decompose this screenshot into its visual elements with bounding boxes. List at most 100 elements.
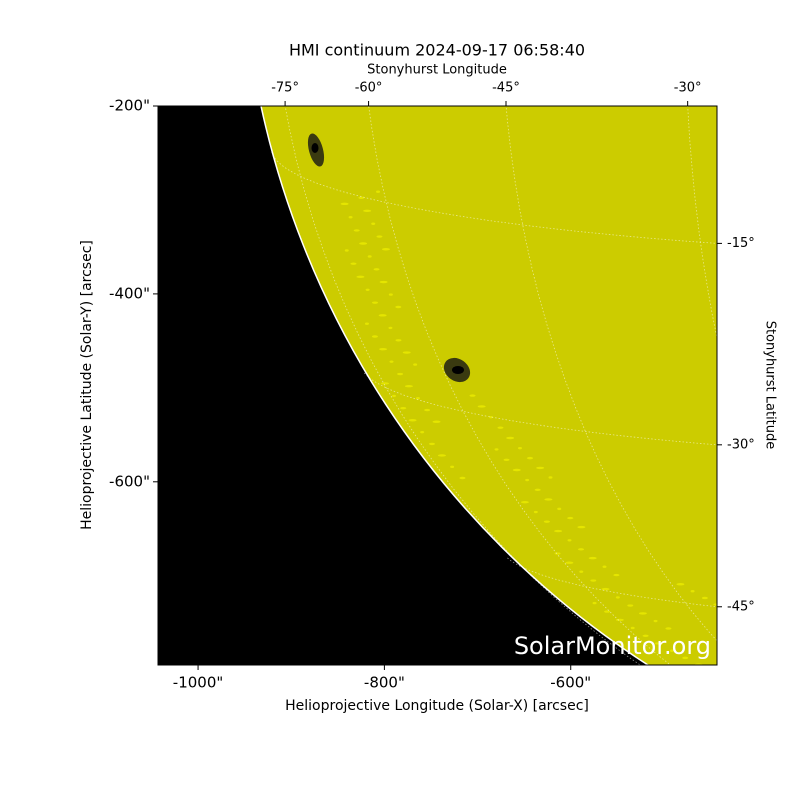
y-tick-label: -200" xyxy=(109,97,150,115)
plage xyxy=(374,268,380,270)
plage xyxy=(710,670,714,672)
plage xyxy=(356,276,364,278)
plage xyxy=(389,360,393,362)
grid-line xyxy=(699,702,800,745)
right-tick-label: -45° xyxy=(727,599,755,614)
sunspot-umbra xyxy=(312,143,319,153)
plage xyxy=(554,530,562,532)
plage xyxy=(368,255,372,257)
plage xyxy=(548,476,552,478)
plage xyxy=(429,443,435,445)
plage xyxy=(745,637,749,639)
plage xyxy=(424,409,430,411)
plage xyxy=(392,395,396,397)
plage xyxy=(593,602,597,604)
plage xyxy=(518,447,522,449)
plage xyxy=(513,469,521,471)
plage xyxy=(376,235,382,237)
plage xyxy=(497,426,503,428)
plage xyxy=(363,210,371,212)
plage xyxy=(544,520,550,522)
plage xyxy=(379,348,387,350)
plage xyxy=(350,263,356,265)
plage xyxy=(602,588,610,590)
plage xyxy=(796,659,800,661)
chart-title: HMI continuum 2024-09-17 06:58:40 xyxy=(289,41,585,60)
plage xyxy=(776,670,782,672)
plage xyxy=(769,649,777,651)
plage xyxy=(578,548,584,550)
plage xyxy=(504,459,510,461)
plage xyxy=(409,419,417,421)
y-axis-label: Helioprojective Latitude (Solar-Y) [arcs… xyxy=(79,240,95,530)
plage xyxy=(382,248,390,250)
top-tick-label: -75° xyxy=(271,81,299,96)
plage xyxy=(359,242,367,244)
plage xyxy=(589,557,597,559)
plage xyxy=(536,467,544,469)
plage xyxy=(665,627,671,629)
sunspot-umbra xyxy=(452,366,464,374)
plage xyxy=(405,385,413,387)
plage xyxy=(639,612,647,614)
plage xyxy=(567,539,571,541)
plage xyxy=(616,596,620,598)
plage xyxy=(756,710,764,712)
plage xyxy=(590,579,596,581)
plage xyxy=(450,466,454,468)
plage xyxy=(579,571,583,573)
top-tick-label: -45° xyxy=(492,81,520,96)
plage xyxy=(701,686,707,688)
plage xyxy=(757,643,763,645)
plage xyxy=(534,511,538,513)
right-axis-label: Stonyhurst Latitude xyxy=(763,321,778,450)
plage xyxy=(654,620,658,622)
y-tick-label: -600" xyxy=(109,472,150,490)
plage xyxy=(341,203,349,205)
plage xyxy=(478,405,486,407)
image-area xyxy=(158,0,800,800)
plage xyxy=(743,705,749,707)
plage xyxy=(403,351,411,353)
plage xyxy=(349,216,353,218)
plage xyxy=(631,627,635,629)
plage xyxy=(420,431,424,433)
top-tick-label: -60° xyxy=(355,81,383,96)
plage xyxy=(702,597,708,599)
plage xyxy=(544,498,552,500)
plage xyxy=(380,281,388,283)
top-axis-label: Stonyhurst Longitude xyxy=(367,63,507,78)
plage xyxy=(784,654,788,656)
plage xyxy=(565,562,573,564)
plage xyxy=(691,590,695,592)
y-tick-label: -400" xyxy=(109,284,150,302)
x-tick-label: -600" xyxy=(550,674,591,692)
plage xyxy=(379,314,387,316)
plage xyxy=(389,293,393,295)
plage xyxy=(354,229,360,231)
plage xyxy=(495,448,499,450)
plage xyxy=(577,526,585,528)
plage xyxy=(395,306,401,308)
plage xyxy=(459,477,465,479)
plage xyxy=(788,675,796,677)
right-tick-label: -15° xyxy=(727,236,755,251)
plage xyxy=(527,457,533,459)
plage xyxy=(603,566,607,568)
x-axis-label: Helioprojective Longitude (Solar-X) [arc… xyxy=(285,698,589,714)
plage xyxy=(525,479,529,481)
plage xyxy=(416,397,420,399)
plage xyxy=(376,190,380,192)
watermark: SolarMonitor.org xyxy=(514,632,711,660)
plage xyxy=(372,335,378,337)
plage xyxy=(730,631,738,633)
plage xyxy=(395,339,401,341)
x-tick-label: -800" xyxy=(364,674,405,692)
plage xyxy=(729,699,733,701)
plage xyxy=(535,489,541,491)
plage xyxy=(713,692,721,694)
plage xyxy=(627,604,633,606)
plage xyxy=(365,322,369,324)
plage xyxy=(433,421,441,423)
